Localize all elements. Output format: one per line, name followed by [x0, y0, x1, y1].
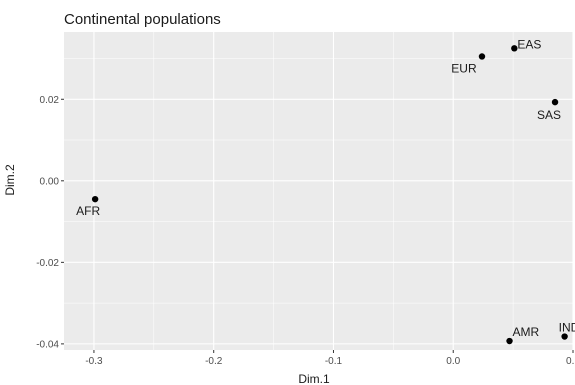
x-tick-label: 0.1 — [566, 356, 575, 367]
x-axis-ticks: -0.3 -0.2 -0.1 0.0 0.1 — [85, 350, 575, 367]
point-label: AMR — [513, 325, 540, 339]
y-axis-title: Dim.2 — [3, 164, 17, 196]
point-label: EAS — [517, 37, 541, 51]
x-tick-label: 0.0 — [446, 356, 460, 367]
x-tick-label: -0.2 — [205, 356, 223, 367]
data-points: AFR EUR EAS SAS AMR IND — [76, 37, 575, 345]
x-tick-label: -0.1 — [325, 356, 343, 367]
y-axis-ticks: -0.04 -0.02 0.00 0.02 — [36, 95, 64, 350]
x-axis-title: Dim.1 — [298, 372, 330, 385]
point-label: SAS — [537, 108, 561, 122]
major-gridlines — [64, 32, 574, 350]
chart-title: Continental populations — [64, 11, 221, 28]
point-label: AFR — [76, 204, 100, 218]
data-point — [506, 337, 513, 345]
minor-gridlines — [64, 32, 573, 350]
point-label: IND — [559, 321, 575, 335]
y-tick-label: -0.02 — [36, 258, 59, 269]
point-label: EUR — [451, 61, 477, 75]
x-tick-label: -0.3 — [85, 356, 103, 367]
data-point — [91, 195, 99, 203]
y-tick-label: 0.00 — [40, 176, 60, 187]
data-point — [511, 45, 518, 52]
data-point — [478, 53, 486, 60]
plot-panel — [64, 32, 573, 350]
y-tick-label: 0.02 — [40, 95, 60, 106]
y-tick-label: -0.04 — [36, 339, 59, 350]
data-point — [561, 333, 568, 340]
data-point — [551, 98, 559, 106]
